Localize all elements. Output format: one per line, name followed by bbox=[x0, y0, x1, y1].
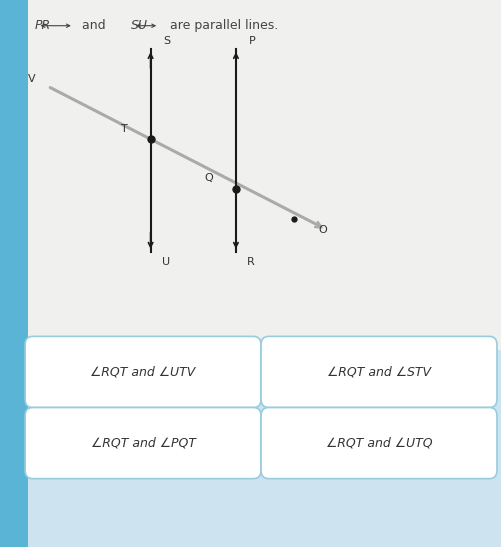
Bar bbox=[0, 0, 28, 547]
Text: Q: Q bbox=[204, 173, 213, 183]
FancyBboxPatch shape bbox=[25, 408, 261, 479]
Text: V: V bbox=[28, 74, 35, 84]
Text: T: T bbox=[121, 124, 128, 134]
Text: R: R bbox=[246, 257, 254, 267]
Text: U: U bbox=[161, 257, 169, 267]
Text: PR: PR bbox=[35, 19, 51, 32]
Text: and: and bbox=[78, 19, 109, 32]
Text: SU: SU bbox=[130, 19, 147, 32]
Text: P: P bbox=[248, 37, 255, 46]
Text: O: O bbox=[318, 225, 327, 235]
Text: ∠RQT and ∠STV: ∠RQT and ∠STV bbox=[326, 365, 430, 379]
FancyBboxPatch shape bbox=[261, 408, 496, 479]
Text: ∠RQT and ∠UTV: ∠RQT and ∠UTV bbox=[90, 365, 195, 379]
FancyBboxPatch shape bbox=[261, 336, 496, 408]
Text: are parallel lines.: are parallel lines. bbox=[165, 19, 278, 32]
Text: Which angles are adjacent angles?: Which angles are adjacent angles? bbox=[35, 358, 254, 371]
FancyBboxPatch shape bbox=[25, 336, 261, 408]
Text: ∠RQT and ∠PQT: ∠RQT and ∠PQT bbox=[90, 437, 195, 450]
Text: ∠RQT and ∠UTQ: ∠RQT and ∠UTQ bbox=[325, 437, 431, 450]
Text: S: S bbox=[163, 37, 170, 46]
Bar bbox=[28, 350, 501, 547]
